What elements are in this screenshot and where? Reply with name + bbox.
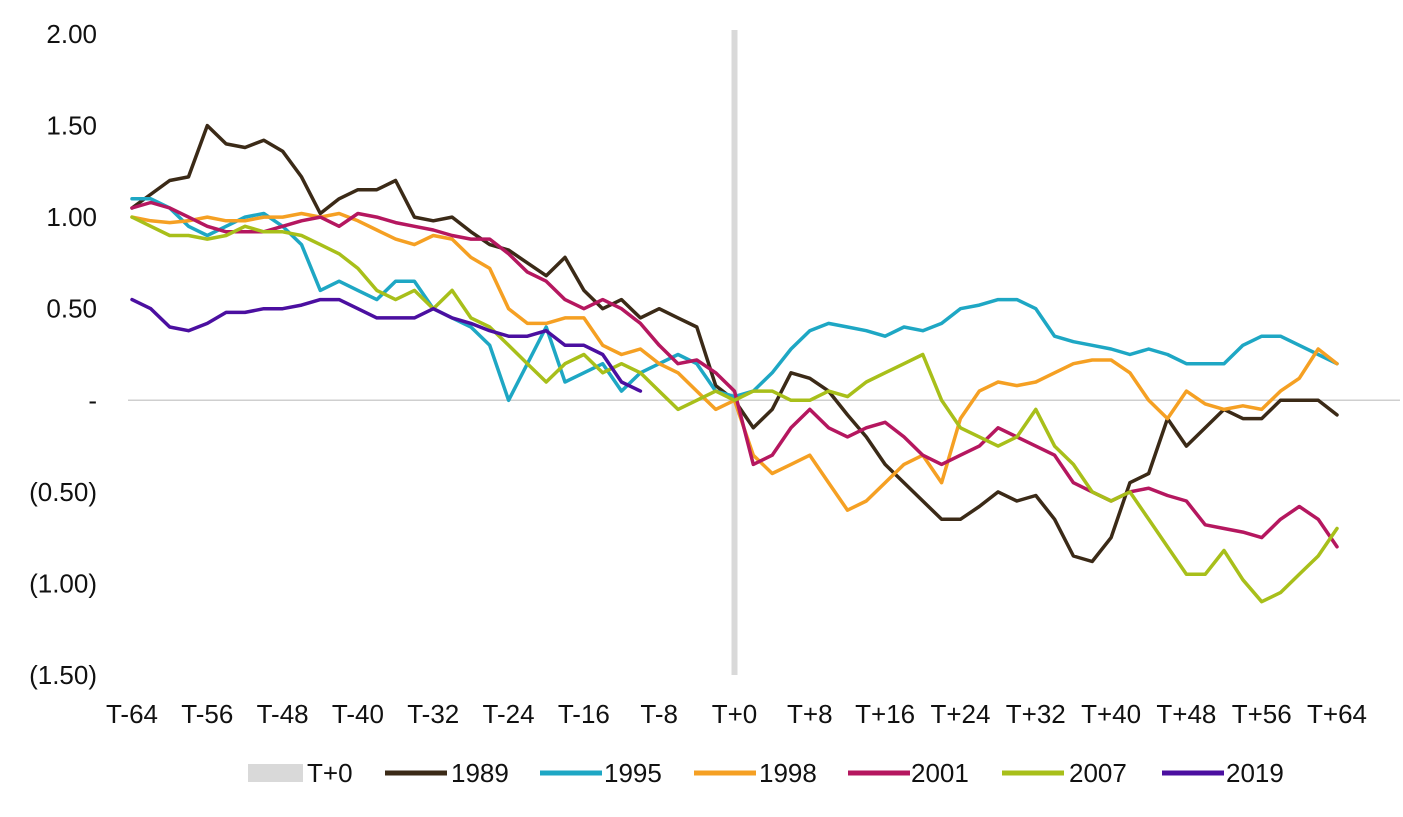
x-tick-label: T-48 [257,699,309,729]
x-tick-label: T+40 [1081,699,1141,729]
legend: T+0 1989 1995 1998 2001 2007 2019 [248,758,1284,788]
x-tick-label: T+64 [1307,699,1367,729]
legend-label-2007: 2007 [1069,758,1127,788]
y-tick-label: (0.50) [29,477,97,507]
x-tick-label: T-40 [332,699,384,729]
x-tick-label: T+24 [930,699,990,729]
x-tick-label: T+16 [855,699,915,729]
y-tick-label: 1.50 [46,111,97,141]
x-tick-label: T-64 [106,699,158,729]
legend-swatch-t0 [248,764,303,782]
series-line-2007 [130,215,1339,604]
legend-label-2001: 2001 [911,758,969,788]
x-tick-label: T+8 [787,699,833,729]
y-axis-ticks: 2.00 1.50 1.00 0.50 - (0.50) (1.00) (1.50) [29,19,97,690]
legend-label-2019: 2019 [1226,758,1284,788]
x-tick-label: T+32 [1006,699,1066,729]
series-line-1989 [130,123,1339,564]
y-tick-label: 0.50 [46,294,97,324]
legend-label-1998: 1998 [759,758,817,788]
y-tick-label: (1.50) [29,660,97,690]
legend-label-1995: 1995 [604,758,662,788]
legend-label-t0: T+0 [307,758,353,788]
y-tick-label: 1.00 [46,202,97,232]
x-tick-label: T+0 [712,699,758,729]
y-tick-label: (1.00) [29,568,97,598]
legend-label-1989: 1989 [451,758,509,788]
series-line-2019 [130,297,643,393]
x-tick-label: T-32 [407,699,459,729]
series-line-2001 [130,200,1339,549]
x-tick-label: T+56 [1232,699,1292,729]
x-tick-label: T+48 [1156,699,1216,729]
y-tick-label: 2.00 [46,19,97,49]
x-tick-label: T-24 [483,699,535,729]
x-tick-label: T-8 [640,699,678,729]
y-tick-label: - [88,385,97,415]
x-tick-label: T-16 [558,699,610,729]
x-axis-ticks: T-64 T-56 T-48 T-40 T-32 T-24 T-16 T-8 T+0 T+8 T+1… [106,699,1367,729]
series-layer [130,123,1339,604]
x-tick-label: T-56 [181,699,233,729]
